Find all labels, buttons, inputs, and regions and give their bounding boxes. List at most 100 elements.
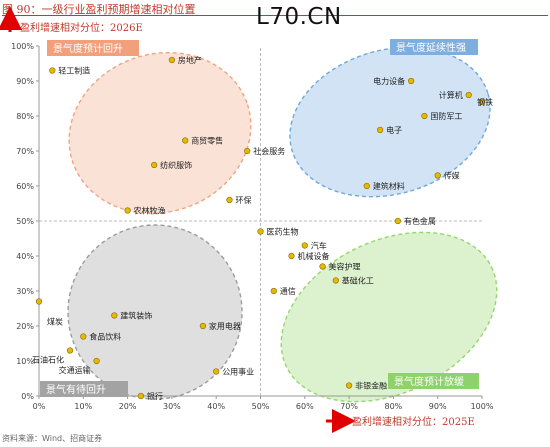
data-point [478, 98, 486, 106]
point-label: 石油石化 [32, 355, 64, 365]
y-tick-label: 90% [16, 77, 34, 86]
title-rule [2, 15, 548, 16]
data-point [168, 56, 175, 64]
data-point [363, 182, 370, 190]
point-label: 商贸零售 [191, 136, 223, 146]
region-label-bg-4 [388, 373, 479, 389]
region-label-3: 景气有待回升 [46, 383, 106, 396]
data-point [35, 298, 43, 305]
region-ellipses [67, 46, 498, 403]
region-label-2: 景气度延续性强 [396, 41, 466, 54]
data-point [301, 242, 308, 249]
region-label-4: 景气度预计放缓 [394, 375, 464, 388]
data-point [346, 382, 353, 389]
data-point [93, 357, 100, 365]
y-tick-label: 20% [16, 322, 34, 331]
data-point [408, 77, 415, 85]
x-tick-label: 60% [296, 402, 314, 411]
data-point [226, 196, 233, 204]
point-label: 基础化工 [342, 276, 374, 286]
point-label: 非银金融 [355, 381, 387, 391]
x-tick-label: 40% [207, 402, 225, 411]
y-tick-label: 60% [16, 182, 34, 191]
data-point [137, 392, 144, 400]
x-tick-label: 70% [340, 402, 358, 411]
reference-lines [39, 46, 482, 396]
data-point [257, 228, 264, 235]
source-note: 资料来源：Wind、招商证券 [2, 434, 103, 443]
data-point [288, 252, 295, 260]
data-point [66, 347, 74, 354]
point-label: 国防军工 [430, 111, 462, 121]
region-ellipse-2 [289, 46, 491, 198]
data-point [80, 333, 87, 340]
point-label: 美容护理 [329, 262, 361, 272]
region-label-bg-1 [47, 40, 139, 56]
point-label: 计算机 [439, 90, 463, 100]
point-label: 建筑装饰 [120, 311, 152, 321]
point-label: 纺织服饰 [160, 160, 192, 170]
figure-title: 图 90：一级行业盈利预期增速相对位置 [2, 3, 196, 16]
y-tick-label: 10% [16, 357, 34, 366]
data-point [332, 277, 339, 284]
data-point [270, 287, 277, 295]
region-label-1: 景气度预计回升 [53, 42, 123, 55]
point-label: 钢铁 [477, 97, 493, 107]
x-tick-label: 0% [33, 402, 46, 411]
point-label: 煤炭 [47, 317, 63, 327]
x-tick-label: 80% [385, 402, 403, 411]
x-tick-label: 30% [163, 402, 181, 411]
x-tick-label: 10% [74, 402, 92, 411]
point-label: 传媒 [444, 171, 460, 181]
data-point [182, 137, 189, 144]
point-label: 社会服务 [253, 146, 285, 156]
data-point [111, 312, 118, 319]
point-label: 房地产 [178, 55, 202, 65]
x-tick-label: 100% [471, 402, 494, 411]
data-point [434, 172, 441, 179]
axis-titles: 盈利增速相对分位：2026E 盈利增速相对分位：2025E [0, 6, 475, 433]
data-point [421, 112, 428, 120]
point-label: 轻工制造 [58, 66, 90, 76]
region-label-bg-2 [390, 39, 478, 55]
point-label: 通信 [280, 286, 296, 296]
point-label: 医药生物 [267, 227, 299, 237]
region-label-bg-3 [40, 381, 128, 397]
data-point [199, 322, 207, 330]
data-point [244, 147, 251, 155]
point-label: 银行 [147, 391, 163, 401]
point-label: 有色金属 [404, 216, 436, 226]
data-point [49, 67, 56, 74]
region-ellipse-1 [68, 51, 252, 215]
y-tick-label: 80% [16, 112, 34, 121]
point-label: 交通运输 [59, 365, 91, 375]
point-label: 电子 [386, 125, 402, 135]
y-tick-label: 70% [16, 147, 34, 156]
x-tick-label: 50% [252, 402, 270, 411]
point-label: 建筑材料 [373, 181, 405, 191]
y-tick-label: 100% [11, 42, 34, 51]
x-axis-title: 盈利增速相对分位：2025E [352, 415, 475, 428]
x-tick-label: 90% [429, 402, 447, 411]
data-point [319, 263, 326, 270]
point-label: 食品饮料 [89, 332, 121, 342]
data-point [394, 217, 401, 225]
point-label: 公用事业 [222, 367, 254, 377]
y-tick-label: 30% [16, 287, 34, 296]
y-tick-label: 50% [16, 217, 34, 226]
data-point [465, 91, 472, 99]
point-label: 环保 [235, 195, 251, 205]
y-axis-title: 盈利增速相对分位：2026E [20, 21, 143, 34]
point-label: 电力设备 [373, 76, 405, 86]
point-label: 汽车 [311, 241, 327, 251]
data-point [124, 207, 131, 214]
data-point [151, 161, 158, 169]
point-label: 农林牧渔 [134, 206, 166, 216]
watermark: L70.CN [256, 4, 342, 30]
y-tick-label: 40% [16, 252, 34, 261]
region-ellipse-3 [67, 224, 243, 400]
data-point [377, 126, 384, 134]
